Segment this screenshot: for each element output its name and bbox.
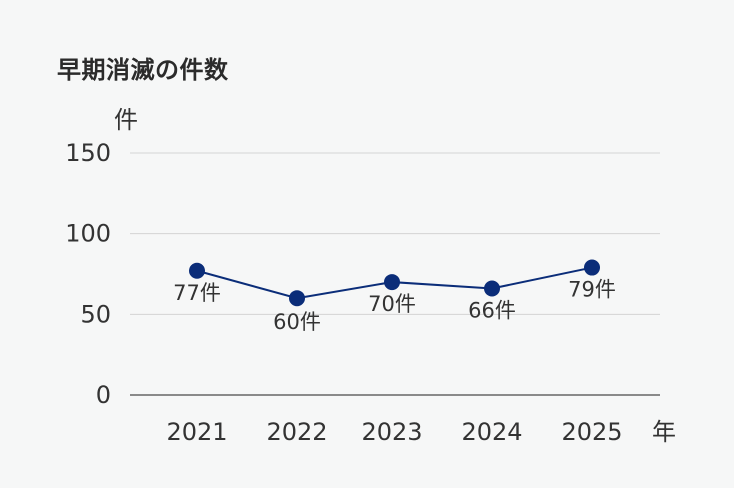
- y-tick-label: 150: [65, 139, 111, 167]
- data-point: [584, 259, 600, 276]
- data-point: [189, 262, 205, 279]
- x-tick-label: 2024: [461, 418, 522, 446]
- x-tick-label: 2025: [561, 418, 622, 446]
- y-tick-label: 100: [65, 220, 111, 248]
- x-tick-label: 2023: [361, 418, 422, 446]
- y-tick-label: 50: [80, 300, 111, 328]
- data-label: 77件: [173, 281, 221, 305]
- x-tick-label: 2022: [266, 418, 327, 446]
- y-tick-label: 0: [96, 381, 111, 409]
- x-axis-label: 年: [652, 418, 676, 446]
- x-tick-label: 2021: [166, 418, 227, 446]
- data-point: [384, 274, 400, 291]
- y-axis-label: 件: [114, 106, 138, 134]
- data-point: [289, 290, 305, 307]
- data-point: [484, 280, 500, 297]
- data-label: 79件: [568, 278, 616, 302]
- data-label: 66件: [468, 299, 516, 323]
- data-label: 60件: [273, 310, 321, 334]
- data-label: 70件: [368, 292, 416, 316]
- chart-title: 早期消滅の件数: [57, 56, 229, 84]
